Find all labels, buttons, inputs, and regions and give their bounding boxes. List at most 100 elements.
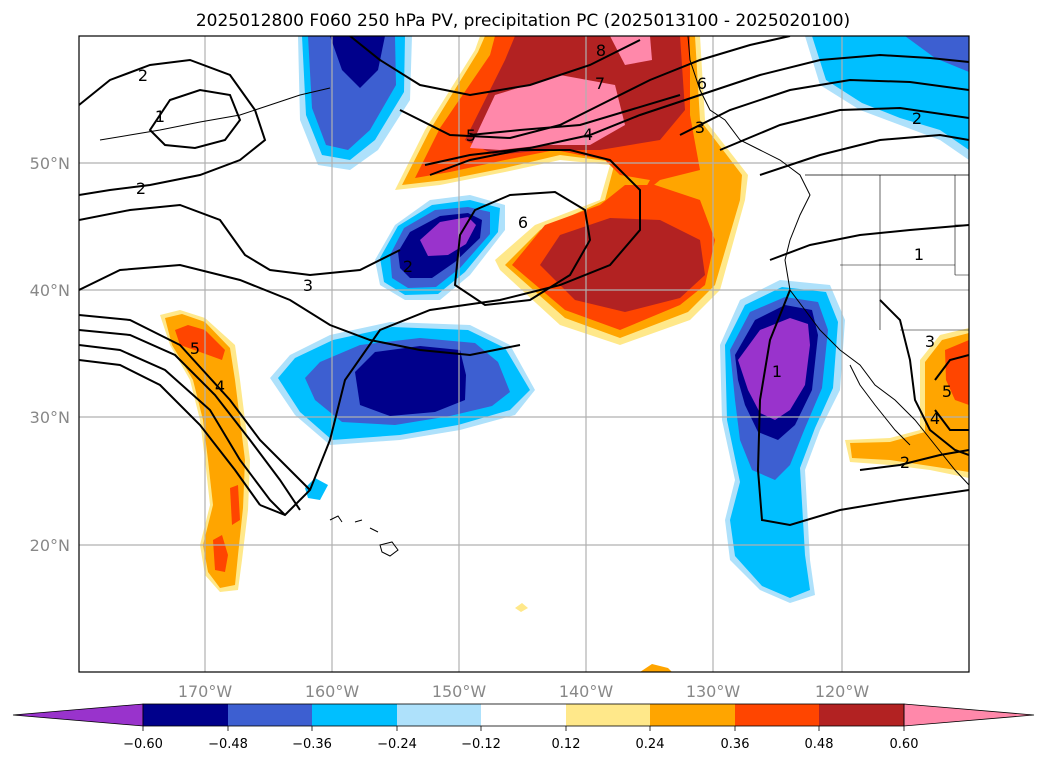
contour-label: 1 xyxy=(772,362,782,381)
trough-contour xyxy=(259,149,641,517)
colorbar-extend-right xyxy=(903,703,1035,727)
north-america-coast xyxy=(687,36,969,486)
colorbar-tick-label: 0.12 xyxy=(552,737,581,752)
lat-label-40n: 40°N xyxy=(30,281,70,300)
contour-label: 6 xyxy=(518,213,528,232)
lat-label-50n: 50°N xyxy=(30,154,70,173)
contour-label: 1 xyxy=(914,245,924,264)
pos-anomaly-small xyxy=(515,603,528,612)
contour-2-mid xyxy=(79,203,401,277)
colorbar-tick-label: 0.60 xyxy=(890,737,919,752)
baja-coast xyxy=(849,364,911,446)
graticule xyxy=(79,36,969,672)
colorbar-bin xyxy=(650,704,735,726)
contour-label: 5 xyxy=(190,339,200,358)
contour-label: 2 xyxy=(403,257,413,276)
contour-labels: 2 1 2 3 5 4 5 4 8 7 6 6 3 2 1 3 1 2 5 4 … xyxy=(136,41,952,472)
contour-1-west xyxy=(148,88,242,150)
contour-label: 6 xyxy=(697,74,707,93)
contour-6-ring xyxy=(453,190,592,307)
colorbar-bin xyxy=(735,704,819,726)
pos-anomaly-170w-red-north xyxy=(175,325,225,360)
pos-anomaly-170w xyxy=(165,314,245,588)
contour-label: 3 xyxy=(303,276,313,295)
pos-anomaly-gulf-dark-south xyxy=(540,218,705,312)
colorbar-tick-label: −0.24 xyxy=(377,737,417,752)
contour-label: 2 xyxy=(138,66,148,85)
ridge-contour-b xyxy=(399,36,791,140)
lat-label-20n: 20°N xyxy=(30,536,70,555)
ridge-contour-d xyxy=(679,78,969,136)
contour-2-southeast xyxy=(859,449,969,471)
contour-2-ne xyxy=(759,133,969,176)
contour-label: 2 xyxy=(136,179,146,198)
contour-label: 8 xyxy=(596,41,606,60)
colorbar-bin xyxy=(397,704,481,726)
colorbar-tick-label: −0.12 xyxy=(461,737,501,752)
contour-1-east xyxy=(769,224,969,261)
pos-anomaly-south-edge xyxy=(640,664,672,672)
contour-3 xyxy=(79,263,521,357)
neg-anomaly-north-core xyxy=(330,36,385,88)
lon-label-160w: 160°W xyxy=(305,682,360,701)
colorbar-tick-label: −0.36 xyxy=(292,737,332,752)
lon-label-170w: 170°W xyxy=(178,682,233,701)
neg-anomaly-45n-core xyxy=(420,217,476,256)
contour-label: 4 xyxy=(583,125,593,144)
lon-label-130w: 130°W xyxy=(686,682,741,701)
latitude-labels: 50°N 40°N 30°N 20°N xyxy=(30,154,70,555)
ridge-contour-a xyxy=(349,36,641,97)
colorbar: −0.60 −0.48 −0.36 −0.24 −0.12 0.12 0.24 … xyxy=(12,703,1035,752)
lat-label-30n: 30°N xyxy=(30,408,70,427)
contour-label: 7 xyxy=(595,74,605,93)
coastlines xyxy=(99,36,969,557)
colorbar-tick-label: −0.48 xyxy=(208,737,248,752)
colorbar-extend-left xyxy=(12,703,144,727)
longitude-labels: 170°W 160°W 150°W 140°W 130°W 120°W xyxy=(178,682,870,701)
contour-lower-inner-b xyxy=(79,359,261,506)
neg-anomaly-ne xyxy=(812,36,969,150)
pos-anomaly-170w-red-south xyxy=(213,535,228,572)
colorbar-frame xyxy=(142,703,905,727)
contour-label: 2 xyxy=(900,453,910,472)
figure-title: 2025012800 F060 250 hPa PV, precipitatio… xyxy=(196,11,850,31)
colorbar-tick-label: 0.48 xyxy=(805,737,834,752)
contour-label: 1 xyxy=(155,107,165,126)
pos-anomaly-gulf-pink-north xyxy=(610,36,652,65)
colorbar-bin xyxy=(566,704,650,726)
colorbar-tick-label: 0.24 xyxy=(636,737,665,752)
colorbar-ticks xyxy=(142,726,905,731)
contour-label: 5 xyxy=(466,126,476,145)
colorbar-tick-label: −0.60 xyxy=(123,737,163,752)
colorbar-bin xyxy=(312,704,397,726)
contour-label: 3 xyxy=(925,332,935,351)
contour-label: 2 xyxy=(912,109,922,128)
colorbar-bin xyxy=(143,704,228,726)
ridge-contour-e xyxy=(719,106,969,151)
contour-5-lower xyxy=(79,329,301,511)
contour-label: 3 xyxy=(695,118,705,137)
map-frame xyxy=(78,35,970,673)
contour-4-lower xyxy=(79,314,311,491)
contour-5-trough-inner xyxy=(469,94,681,136)
alaska-peninsula xyxy=(99,87,331,141)
colorbar-bin xyxy=(481,704,566,726)
pos-anomaly-170w-red-mid xyxy=(230,485,240,525)
lon-label-120w: 120°W xyxy=(815,682,870,701)
contour-label: 4 xyxy=(215,377,225,396)
contour-2-west xyxy=(79,58,267,196)
pv-contours xyxy=(79,36,969,527)
contour-3-southeast xyxy=(879,299,969,456)
contour-1-trough xyxy=(756,289,969,527)
contour-label: 5 xyxy=(942,382,952,401)
neg-anomaly-hawaii-north xyxy=(305,478,328,500)
colorbar-bin xyxy=(228,704,312,726)
hawaii-islands xyxy=(329,515,399,557)
neg-anomaly-coast-core xyxy=(738,318,810,420)
contour-label: 4 xyxy=(930,409,940,428)
contour-lower-inner-a xyxy=(79,344,286,516)
ridge-contour-c xyxy=(424,53,969,166)
low-center-se xyxy=(934,354,969,431)
map-panel: 2 1 2 3 5 4 5 4 8 7 6 6 3 2 1 3 1 2 5 4 … xyxy=(78,35,970,673)
